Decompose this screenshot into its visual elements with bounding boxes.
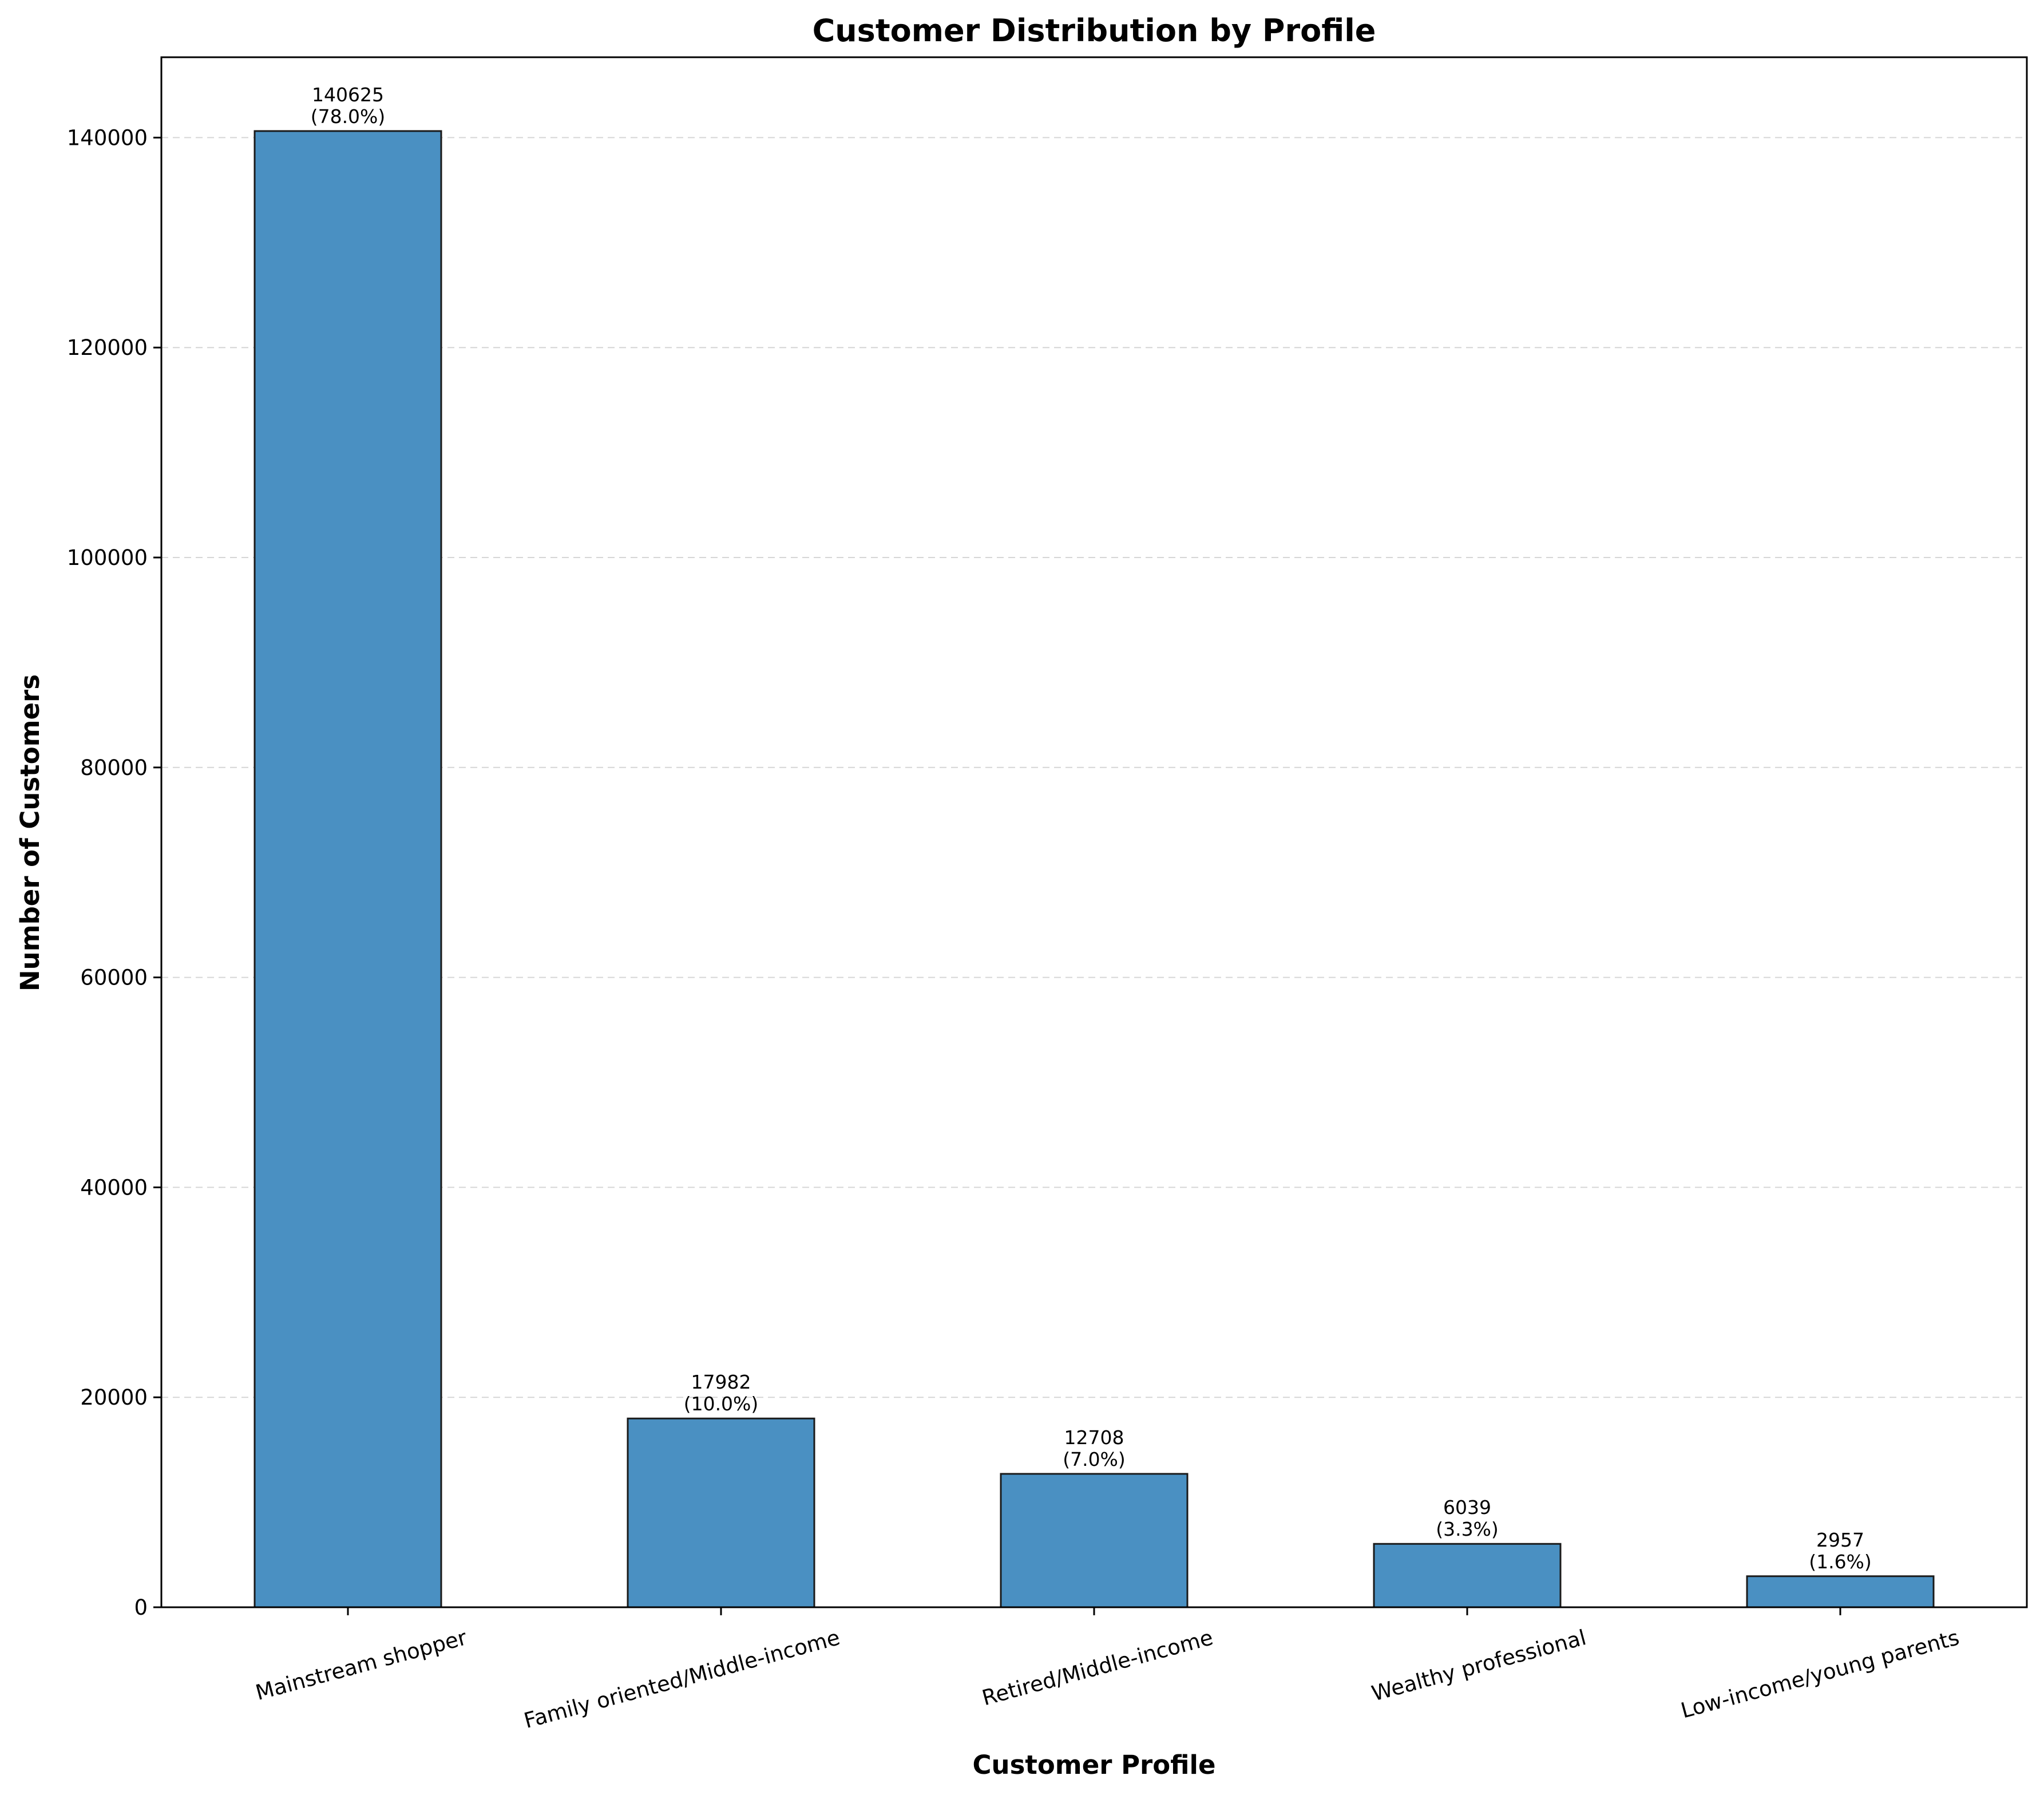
- bars: [253, 130, 1935, 1608]
- y-tick-label: 80000: [80, 756, 148, 780]
- x-tick-label: Mainstream shopper: [253, 1625, 470, 1705]
- y-tick-label: 60000: [80, 966, 148, 990]
- bar-percent-label: (10.0%): [684, 1393, 759, 1415]
- y-tick-label: 100000: [67, 545, 148, 570]
- y-tick-label: 20000: [80, 1385, 148, 1410]
- y-tick-label: 0: [134, 1595, 148, 1620]
- data-labels: 140625(78.0%) 17982(10.0%) 12708(7.0%) 6039…: [311, 84, 1872, 1573]
- bar-value-label: 2957: [1816, 1529, 1864, 1551]
- x-tick-label: Retired/Middle-income: [980, 1625, 1216, 1710]
- bar: [1373, 1543, 1562, 1608]
- plot-frame: [160, 56, 2028, 1608]
- x-axis-label: Customer Profile: [973, 1750, 1216, 1780]
- y-tick-label: 40000: [80, 1175, 148, 1200]
- bar-percent-label: (1.6%): [1809, 1551, 1872, 1573]
- gridlines: [161, 137, 2027, 1398]
- bar-percent-label: (78.0%): [311, 105, 386, 128]
- bar-percent-label: (3.3%): [1436, 1518, 1499, 1540]
- bar: [1000, 1473, 1189, 1608]
- bar: [627, 1417, 815, 1608]
- bar-value-label: 6039: [1443, 1496, 1491, 1519]
- y-axis-label: Number of Customers: [15, 674, 45, 991]
- bar: [1746, 1575, 1935, 1608]
- x-tick-label: Family oriented/Middle-income: [521, 1625, 842, 1733]
- x-tick-label: Low-income/young parents: [1678, 1625, 1962, 1723]
- bar-percent-label: (7.0%): [1063, 1448, 1126, 1470]
- chart-title: Customer Distribution by Profile: [813, 13, 1376, 49]
- bar: [253, 130, 442, 1608]
- bar-value-label: 17982: [691, 1371, 751, 1393]
- y-tick-label: 120000: [67, 335, 148, 360]
- bar-value-label: 140625: [312, 84, 384, 106]
- x-tick-label: Wealthy professional: [1369, 1625, 1589, 1706]
- y-tick-label: 140000: [67, 125, 148, 150]
- bar-value-label: 12708: [1064, 1426, 1124, 1449]
